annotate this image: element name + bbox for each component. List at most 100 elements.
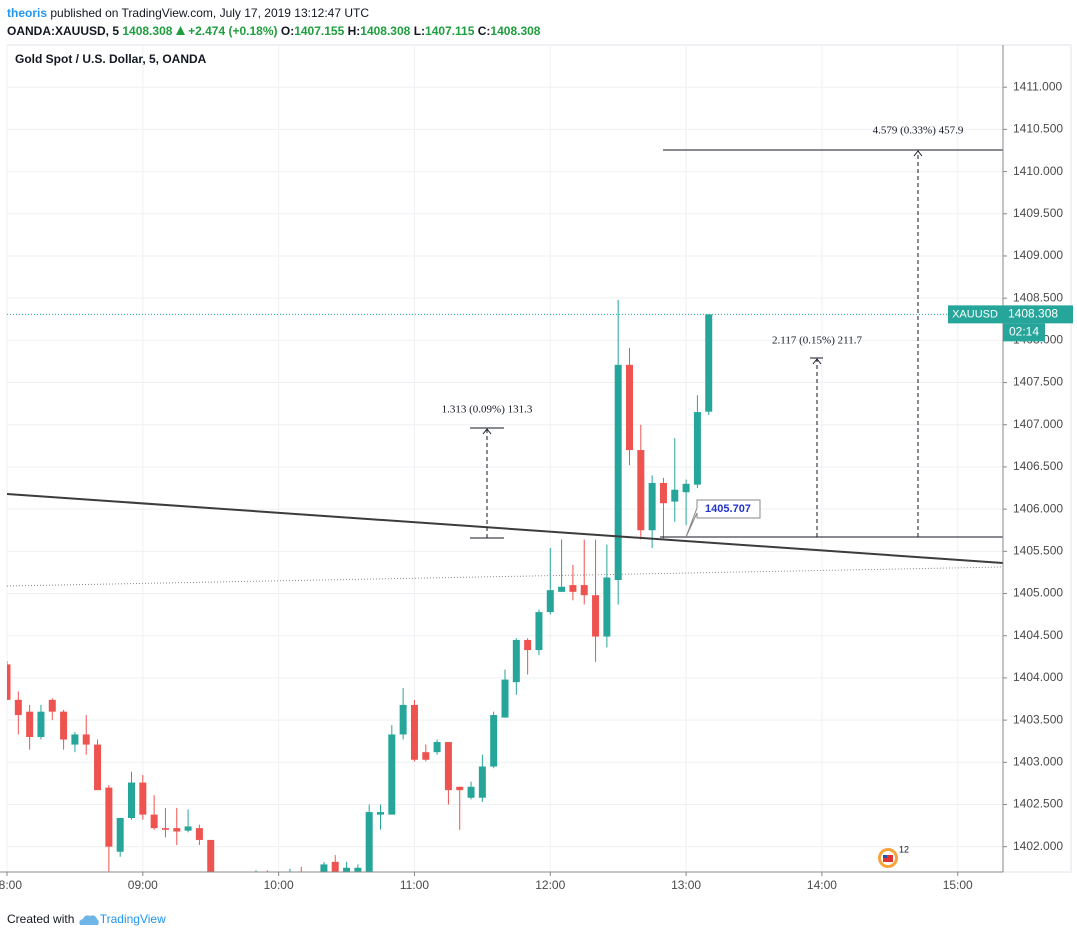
- candle-body: [230, 885, 237, 893]
- candle-body: [478, 766, 486, 798]
- chart-title: Gold Spot / U.S. Dollar, 5, OANDA: [15, 52, 207, 66]
- candle-body: [105, 787, 113, 847]
- x-tick-label: 12:00: [535, 878, 565, 892]
- footer-brand[interactable]: TradingView: [99, 912, 166, 926]
- h-label: H:: [347, 24, 361, 38]
- candle-body: [298, 876, 305, 884]
- candle-body: [637, 450, 645, 531]
- candle-body: [14, 699, 22, 716]
- y-tick-label: 1409.500: [1013, 206, 1063, 220]
- candle-body: [524, 639, 532, 651]
- candle-body: [490, 715, 498, 767]
- x-tick-label: 13:00: [671, 878, 701, 892]
- candle-body: [173, 828, 181, 832]
- callout-label: 1405.707: [705, 503, 751, 515]
- candle-body: [161, 828, 169, 830]
- event-flag-canton: [883, 855, 887, 858]
- candle-body: [648, 482, 656, 531]
- candle-body: [659, 482, 667, 504]
- candle-body: [320, 864, 328, 872]
- l-label: L:: [413, 24, 426, 38]
- candle-body: [71, 734, 79, 745]
- measure-arrow: [913, 150, 923, 157]
- candle-body: [354, 867, 362, 872]
- footer: Created with TradingView: [7, 910, 166, 926]
- event-badge[interactable]: 12: [878, 844, 909, 868]
- footer-prefix: Created with: [7, 912, 75, 926]
- candle-body: [377, 812, 384, 815]
- y-tick-label: 1410.500: [1013, 122, 1063, 136]
- y-tick-label: 1410.000: [1013, 164, 1063, 178]
- candle-body: [7, 664, 11, 700]
- y-tick-label: 1402.000: [1013, 839, 1063, 853]
- symbol: OANDA:XAUUSD, 5: [7, 24, 120, 38]
- up-arrow: [175, 26, 185, 35]
- countdown-label: 02:14: [1009, 325, 1039, 339]
- price-tag-label: 1408.308: [1008, 307, 1058, 321]
- trend-line: [7, 493, 1003, 564]
- price-tag: [1003, 305, 1073, 324]
- candle-body: [410, 704, 418, 760]
- y-tick-label: 1411.000: [1013, 79, 1062, 93]
- candle-body: [467, 786, 475, 798]
- candle-body: [603, 577, 611, 637]
- header: theoris published on TradingView.com, Ju…: [7, 4, 540, 40]
- candle-body: [444, 742, 452, 791]
- y-tick-label: 1407.000: [1013, 417, 1063, 431]
- event-count: 12: [899, 844, 909, 854]
- brand-logo: [79, 915, 99, 925]
- y-tick-label: 1404.500: [1013, 628, 1063, 642]
- candle-body: [94, 744, 102, 791]
- o-label: O:: [280, 24, 295, 38]
- measure-label: 1.313 (0.09%) 131.3: [442, 404, 533, 416]
- y-tick-label: 1408.500: [1013, 290, 1063, 304]
- symbol-tag: [948, 305, 1003, 324]
- x-tick-label: 10:00: [264, 878, 294, 892]
- event-flag: [883, 855, 893, 862]
- c-label: C:: [477, 24, 491, 38]
- candle-body: [546, 590, 554, 613]
- candle-body: [558, 586, 566, 592]
- candle-body: [388, 734, 396, 815]
- candle-body: [116, 817, 124, 852]
- y-tick-label: 1405.500: [1013, 543, 1063, 557]
- candle-body: [48, 699, 56, 712]
- y-tick-label: 1405.000: [1013, 586, 1063, 600]
- measure-label: 2.117 (0.15%) 211.7: [772, 335, 862, 347]
- drawings: [7, 149, 1003, 587]
- candle-body: [671, 489, 679, 502]
- measure-label: 4.579 (0.33%) 457.9: [873, 125, 964, 137]
- y-tick-label: 1406.500: [1013, 459, 1063, 473]
- author[interactable]: theoris: [7, 6, 48, 20]
- change: +2.474 (+0.18%): [188, 24, 278, 38]
- grid: [6, 45, 1003, 872]
- candle-body: [626, 364, 633, 451]
- quote-line: OANDA:XAUUSD, 5 1408.308 +2.474 (+0.18%)…: [7, 22, 540, 40]
- publish-line: theoris published on TradingView.com, Ju…: [7, 4, 540, 22]
- candle-body: [241, 885, 248, 891]
- open-value: 1407.155: [294, 24, 345, 38]
- candle-body: [365, 812, 373, 872]
- y-tick-label: 1403.000: [1013, 754, 1063, 768]
- dotted-trend-line: [7, 566, 1003, 587]
- y-tick-label: 1407.500: [1013, 375, 1063, 389]
- candle-body: [60, 711, 68, 740]
- candle-body: [693, 412, 701, 485]
- measure-arrow: [482, 428, 492, 435]
- frame: [6, 44, 1072, 873]
- candles: [7, 299, 1003, 893]
- candle-body: [422, 752, 430, 760]
- high-value: 1408.308: [360, 24, 411, 38]
- price-callout: [685, 499, 761, 538]
- candle-body: [343, 867, 351, 872]
- candle-body: [26, 711, 34, 737]
- candle-body: [682, 483, 690, 493]
- x-tick-label: 14:00: [807, 878, 837, 892]
- countdown-tag: [1003, 323, 1045, 342]
- low-value: 1407.115: [425, 24, 475, 38]
- candle-body: [150, 814, 158, 829]
- candle-body: [456, 786, 464, 791]
- x-tick-label: 08:00: [0, 878, 22, 892]
- published: published on TradingView.com, July 17, 2…: [50, 6, 370, 20]
